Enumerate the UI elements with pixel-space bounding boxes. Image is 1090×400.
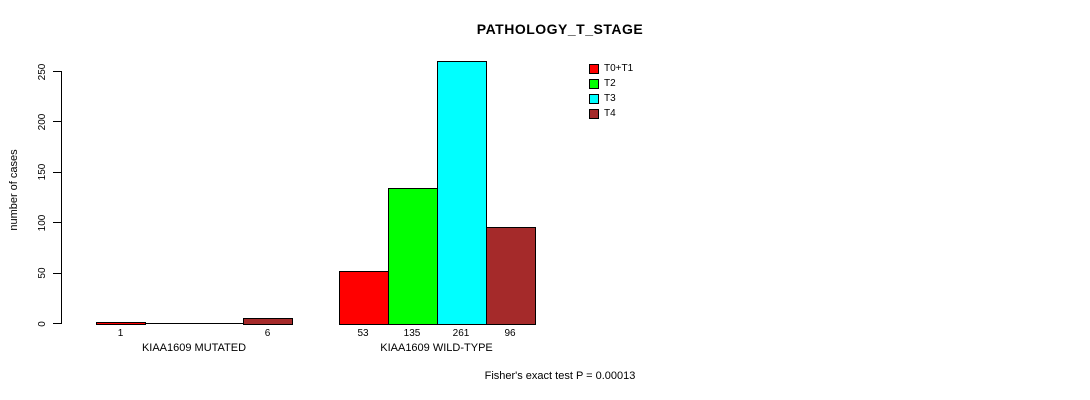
stat-annotation: Fisher's exact test P = 0.00013: [484, 370, 636, 382]
y-tick-mark: [53, 323, 61, 324]
bar-t3-zero: [194, 323, 244, 324]
legend-label: T2: [604, 78, 616, 89]
y-axis-line: [61, 71, 62, 324]
legend-item: T3: [589, 94, 633, 104]
bar-t2: [387, 187, 438, 325]
y-tick-mark: [53, 272, 61, 274]
legend-item: T4: [589, 109, 633, 119]
y-tick-mark: [53, 171, 61, 173]
y-axis-label: number of cases: [8, 149, 20, 231]
legend-swatch-t0-t1: [589, 64, 599, 74]
bar-t4: [243, 317, 293, 325]
bar-value-label: 1: [117, 328, 124, 339]
y-tick-label: 150: [37, 163, 48, 181]
y-tick-label: 250: [37, 63, 48, 80]
legend-swatch-t4: [589, 109, 599, 119]
group-label: KIAA1609 MUTATED: [141, 342, 247, 354]
legend-item: T2: [589, 79, 633, 89]
chart-title: PATHOLOGY_T_STAGE: [476, 21, 644, 37]
bar-value-label: 135: [403, 328, 421, 339]
bar-t2-zero: [145, 323, 195, 324]
y-tick-label: 100: [37, 214, 48, 232]
y-tick-label: 0: [37, 320, 48, 327]
legend-label: T4: [604, 108, 616, 119]
y-tick-mark: [53, 71, 61, 72]
bar-t0-t1: [338, 270, 389, 325]
legend: T0+T1 T2 T3 T4: [589, 64, 633, 124]
legend-item: T0+T1: [589, 64, 633, 74]
bar-t3: [436, 60, 487, 325]
legend-swatch-t2: [589, 79, 599, 89]
bar-value-label: 53: [357, 328, 369, 339]
bar-t0-t1: [96, 321, 146, 325]
bar-t4: [485, 226, 536, 325]
group-label: KIAA1609 WILD-TYPE: [380, 342, 493, 354]
legend-swatch-t3: [589, 94, 599, 104]
legend-label: T0+T1: [604, 63, 634, 74]
legend-label: T3: [604, 93, 616, 104]
bar-value-label: 96: [504, 328, 516, 339]
y-tick-label: 200: [37, 113, 48, 131]
y-tick-label: 50: [37, 267, 48, 279]
y-tick-mark: [53, 121, 61, 123]
bar-value-label: 261: [452, 328, 470, 339]
bar-value-label: 6: [264, 328, 271, 339]
y-tick-mark: [53, 222, 61, 224]
